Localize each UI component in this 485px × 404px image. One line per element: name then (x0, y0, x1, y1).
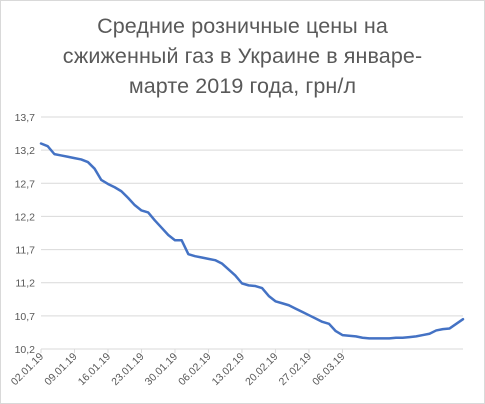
chart-title: Средние розничные цены на сжиженный газ … (1, 11, 484, 101)
x-tick-label: 16.01.19 (76, 351, 113, 388)
y-tick-label: 12,7 (15, 178, 36, 190)
gridlines (41, 116, 463, 350)
series-lines (39, 142, 465, 340)
y-axis-ticks: 13,7 13,2 12,7 12,2 11,7 11,2 10,7 10,2 (15, 112, 36, 356)
y-tick-label: 13,2 (15, 145, 36, 157)
y-tick-label: 13,7 (15, 112, 36, 124)
x-axis-ticks: 02.01.1909.01.1916.01.1923.01.1930.01.19… (9, 349, 348, 388)
price-series-line (39, 142, 465, 340)
y-tick-label: 11,7 (15, 245, 35, 257)
chart-title-line-3: марте 2019 года, грн/л (128, 74, 357, 98)
chart-title-line-1: Средние розничные цены на (97, 14, 388, 38)
y-tick-label: 10,2 (15, 344, 36, 356)
x-tick-label: 13.02.19 (210, 351, 247, 388)
x-tick-label: 06.03.19 (310, 351, 347, 388)
x-tick-label: 09.01.19 (42, 351, 79, 388)
chart-title-line-2: сжиженный газ в Украине в январе- (62, 44, 423, 68)
x-tick-label: 30.01.19 (143, 351, 180, 388)
y-tick-label: 10,7 (15, 311, 36, 323)
x-tick-label: 23.01.19 (109, 351, 146, 388)
x-tick-label: 20.02.19 (243, 351, 280, 388)
y-tick-label: 12,2 (15, 211, 36, 223)
x-tick-label: 06.02.19 (176, 351, 213, 388)
x-tick-label: 02.01.19 (9, 351, 46, 388)
x-tick-label: 27.02.19 (277, 351, 314, 388)
y-tick-label: 11,2 (15, 278, 35, 290)
